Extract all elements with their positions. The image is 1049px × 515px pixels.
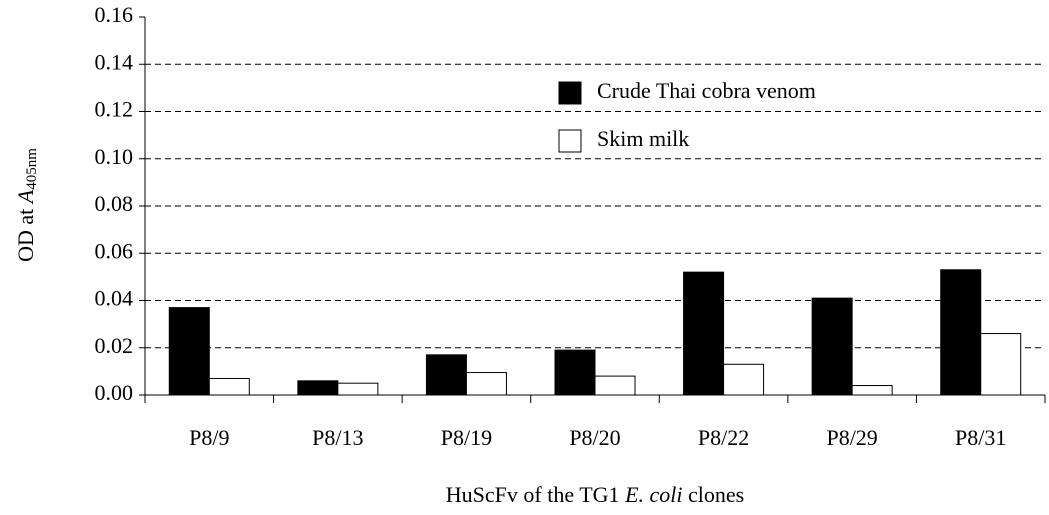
y-label-part: 405nm — [24, 148, 40, 190]
bar — [425, 354, 467, 396]
x-tick-label: P8/13 — [312, 425, 363, 450]
bar — [851, 385, 893, 396]
bar — [208, 377, 250, 396]
bar — [723, 363, 765, 396]
x-axis-label: HuScFv of the TG1 E. coli clones — [446, 482, 744, 507]
bar — [168, 307, 210, 396]
y-tick-label: 0.06 — [95, 238, 134, 263]
bar — [337, 382, 379, 396]
y-label-part: OD at — [13, 203, 38, 262]
bar — [811, 297, 853, 396]
bar — [940, 269, 982, 396]
y-tick-label: 0.14 — [95, 49, 134, 74]
y-tick-label: 0.16 — [95, 2, 134, 27]
y-tick-label: 0.08 — [95, 191, 134, 216]
bar — [465, 372, 507, 396]
legend-label: Skim milk — [597, 126, 689, 151]
y-axis-label: OD at A405nm — [13, 148, 40, 262]
y-tick-label: 0.10 — [95, 144, 134, 169]
y-tick-label: 0.00 — [95, 380, 134, 405]
x-tick-label: P8/31 — [955, 425, 1006, 450]
legend-swatch — [558, 129, 582, 153]
x-tick-label: P8/29 — [826, 425, 877, 450]
bar — [594, 375, 636, 396]
bar — [297, 380, 339, 396]
x-label-part: E. coli — [624, 482, 682, 507]
x-label-part: clones — [683, 482, 745, 507]
bar — [683, 271, 725, 396]
x-tick-label: P8/19 — [441, 425, 492, 450]
y-tick-label: 0.12 — [95, 97, 134, 122]
legend-swatch — [558, 81, 582, 105]
y-label-part: A — [13, 189, 38, 205]
y-tick-label: 0.04 — [95, 286, 134, 311]
bar — [554, 349, 596, 396]
legend-label: Crude Thai cobra venom — [597, 78, 816, 103]
x-tick-label: P8/9 — [189, 425, 229, 450]
x-tick-label: P8/22 — [698, 425, 749, 450]
bar — [980, 333, 1022, 396]
x-tick-label: P8/20 — [569, 425, 620, 450]
y-tick-label: 0.02 — [95, 333, 134, 358]
x-label-part: HuScFv of the TG1 — [446, 482, 625, 507]
